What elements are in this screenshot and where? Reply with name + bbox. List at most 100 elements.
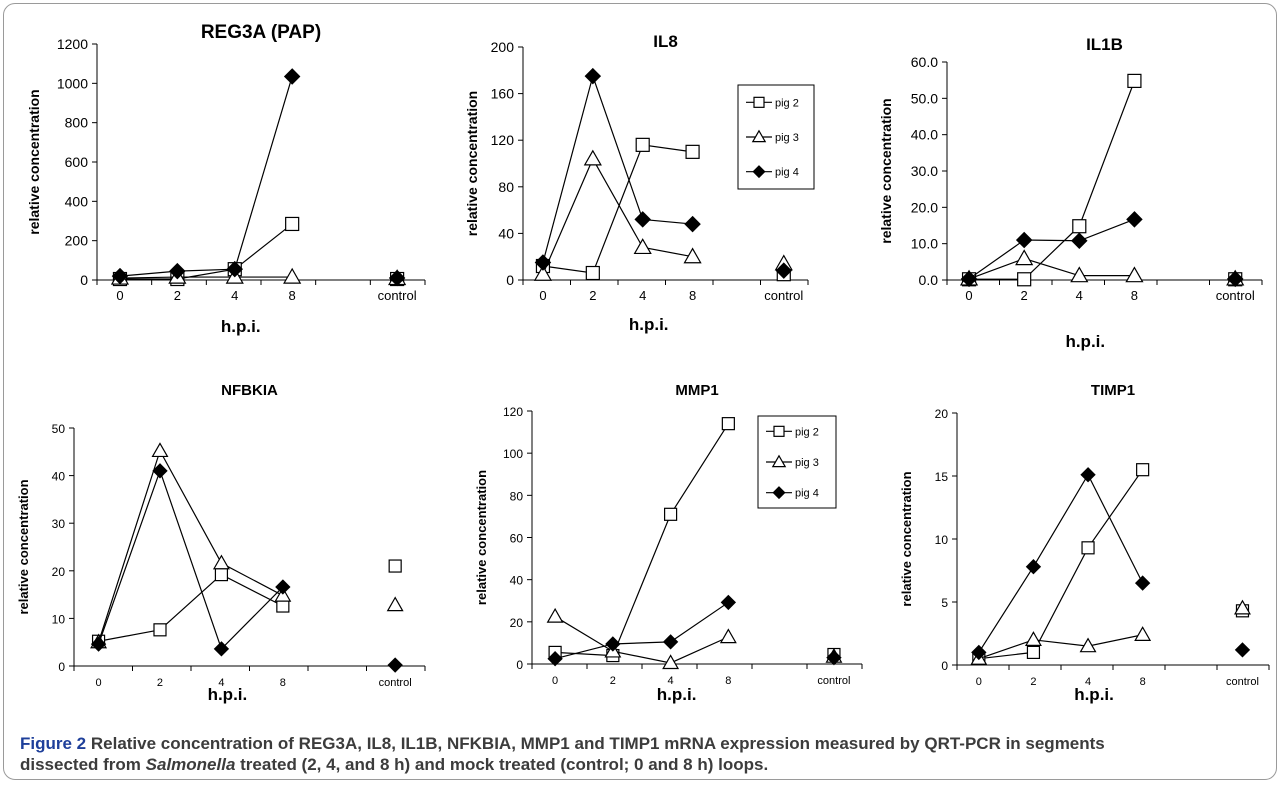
y-tick-label: 30 — [52, 517, 66, 531]
data-point-diamond — [90, 636, 107, 652]
data-point-diamond — [662, 634, 679, 650]
series-pig-3 — [110, 267, 407, 286]
data-point-diamond — [283, 68, 301, 85]
data-point-diamond — [634, 211, 651, 228]
x-tick-label: 0 — [965, 288, 972, 303]
data-point-diamond — [111, 267, 129, 285]
data-point-diamond — [547, 651, 563, 667]
series-line — [119, 76, 293, 277]
x-tick-label: 0 — [116, 288, 123, 303]
data-point-square — [153, 623, 167, 637]
data-point-triangle — [1134, 626, 1152, 641]
x-tick-label: 4 — [218, 677, 224, 689]
caption-text-2b: treated (2, 4, and 8 h) and mock treated… — [235, 755, 769, 774]
data-point-square — [721, 417, 735, 431]
x-tick-label: control — [764, 288, 803, 303]
legend-label: pig 2 — [795, 426, 819, 438]
x-tick-label: control — [379, 677, 412, 689]
series-line — [978, 634, 1143, 660]
series-line — [97, 449, 284, 643]
caption-text-2-italic: Salmonella — [145, 755, 236, 774]
control-point-diamond — [388, 269, 406, 287]
control-point-diamond — [775, 262, 793, 279]
x-tick-label: 2 — [610, 675, 616, 687]
y-axis-label: relative concentration — [26, 89, 42, 235]
y-tick-label: 400 — [65, 193, 89, 209]
series-pig-2 — [112, 216, 405, 287]
series-pig-4 — [111, 68, 406, 287]
x-tick-label: 8 — [725, 675, 731, 687]
series-line — [968, 257, 1135, 280]
y-tick-label: 40.0 — [911, 127, 938, 143]
legend-marker-diamond — [772, 486, 786, 500]
x-tick-label: 8 — [1131, 288, 1138, 303]
y-tick-label: 20 — [935, 407, 949, 421]
y-tick-label: 60 — [510, 532, 524, 546]
control-point-triangle — [1234, 599, 1251, 615]
x-axis-label: h.p.i. — [221, 317, 261, 336]
legend-marker-triangle — [751, 129, 767, 143]
x-tick-label: 2 — [589, 288, 596, 303]
y-tick-label: 20 — [510, 616, 524, 630]
y-tick-label: 40 — [510, 574, 524, 588]
y-axis-label: relative concentration — [474, 470, 489, 605]
x-axis-label: h.p.i. — [629, 315, 669, 334]
data-point-diamond — [226, 260, 244, 278]
y-axis-label: relative concentration — [899, 471, 914, 606]
chart-panel-5: MMP1 0 20 40 60 80 100 120 0 2 4 8 control relative c… — [474, 382, 863, 704]
legend-marker-diamond — [752, 165, 766, 179]
x-tick-label: 0 — [552, 675, 558, 687]
data-point-triangle — [662, 654, 680, 670]
data-point-diamond — [971, 644, 987, 661]
x-axis-label: h.p.i. — [657, 685, 697, 704]
data-point-square — [285, 216, 300, 232]
y-tick-label: 600 — [65, 154, 89, 170]
y-axis-label: relative concentration — [878, 98, 894, 244]
series-line — [98, 573, 284, 642]
y-tick-label: 20.0 — [911, 199, 938, 215]
data-point-diamond — [213, 641, 230, 657]
legend-marker-triangle — [771, 454, 787, 468]
data-point-square — [1136, 463, 1150, 477]
control-point-square — [388, 559, 402, 573]
y-tick-label: 0 — [941, 659, 948, 673]
series-pig-4 — [547, 594, 842, 667]
y-tick-label: 20 — [52, 565, 66, 579]
chart-title: NFBKIA — [221, 382, 278, 399]
chart-panel-2: IL8 0 40 80 120 160 200 0 2 4 8 control relative con… — [464, 32, 815, 334]
x-tick-label: 0 — [539, 288, 546, 303]
data-point-square — [663, 507, 678, 521]
data-point-diamond — [275, 579, 291, 595]
chart-legend: pig 2 pig 3 pig 4 — [737, 84, 815, 190]
series-pig-3 — [546, 607, 843, 670]
data-point-diamond — [1126, 211, 1143, 228]
y-tick-label: 0 — [58, 660, 65, 674]
x-tick-label: control — [1216, 288, 1255, 303]
caption-figure-label: Figure 2 — [20, 734, 87, 753]
y-tick-label: 80 — [510, 489, 524, 503]
data-point-triangle — [212, 554, 230, 570]
series-line — [554, 601, 729, 660]
x-tick-label: 4 — [1076, 288, 1083, 303]
figure-caption: Figure 2 Relative concentration of REG3A… — [20, 733, 1260, 775]
data-point-triangle — [1015, 249, 1034, 266]
series-pig-2 — [91, 559, 402, 648]
y-tick-label: 200 — [65, 233, 89, 249]
chart-legend: pig 2 pig 3 pig 4 — [757, 415, 837, 509]
y-tick-label: 100 — [503, 447, 523, 461]
series-line — [554, 616, 729, 664]
data-point-triangle — [683, 247, 702, 264]
x-tick-label: 2 — [1030, 676, 1036, 688]
legend-label: pig 2 — [775, 97, 799, 109]
data-point-square — [585, 265, 600, 281]
data-point-diamond — [1015, 231, 1033, 249]
x-tick-label: 4 — [668, 675, 674, 687]
y-tick-label: 0 — [506, 272, 514, 288]
y-tick-label: 200 — [491, 39, 515, 55]
data-point-square — [1127, 73, 1142, 88]
y-tick-label: 10 — [935, 533, 949, 547]
x-tick-label: 2 — [157, 677, 163, 689]
y-tick-label: 800 — [65, 115, 89, 131]
data-point-triangle — [719, 628, 737, 644]
